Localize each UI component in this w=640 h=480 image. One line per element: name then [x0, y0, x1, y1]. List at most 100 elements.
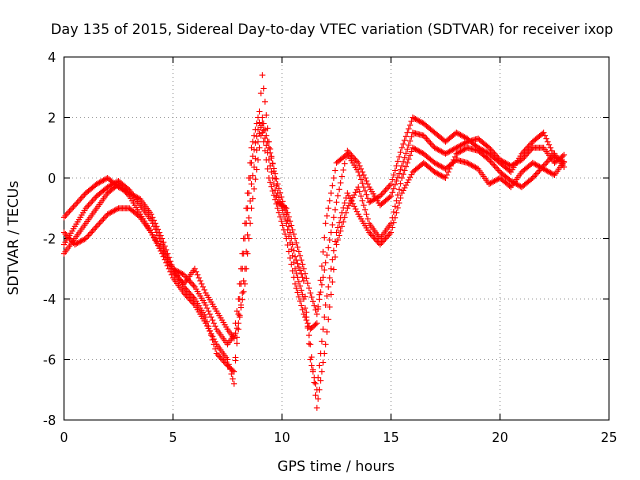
data-point [214, 351, 221, 358]
data-point [259, 72, 266, 79]
data-point [520, 149, 527, 156]
data-point [396, 153, 403, 160]
data-point [71, 202, 78, 209]
data-point [208, 314, 215, 321]
data-point [236, 296, 243, 302]
data-point [161, 248, 168, 255]
data-point [428, 141, 435, 148]
data-point [92, 194, 99, 201]
data-point [325, 244, 332, 251]
data-point [521, 153, 528, 160]
data-point [561, 164, 568, 171]
data-point [333, 229, 340, 236]
data-point [388, 229, 394, 236]
data-point [363, 191, 370, 198]
data-point [447, 162, 454, 169]
data-point [313, 311, 320, 318]
data-point [328, 229, 335, 236]
data-point [341, 160, 348, 167]
data-point [490, 149, 497, 156]
data-point [298, 257, 305, 264]
data-point [90, 196, 97, 203]
data-point [487, 158, 494, 165]
data-point [398, 144, 405, 151]
data-point [364, 181, 371, 188]
y-axis-label: SDTVAR / TECUs [6, 181, 22, 296]
data-point [236, 312, 243, 319]
data-point [253, 166, 260, 173]
data-point [379, 190, 386, 197]
data-point [462, 139, 469, 146]
data-point [528, 146, 535, 153]
data-point [321, 234, 328, 241]
data-point [269, 175, 276, 181]
data-point [295, 278, 302, 285]
data-point [356, 162, 363, 169]
data-point [340, 204, 347, 211]
data-point [229, 375, 236, 382]
data-point [402, 150, 409, 157]
data-point [397, 149, 404, 156]
data-point [295, 293, 302, 300]
data-point [358, 176, 365, 183]
data-point [272, 170, 279, 177]
data-point [337, 214, 344, 221]
data-point [397, 166, 404, 173]
data-point [377, 241, 384, 248]
data-point [100, 215, 107, 222]
data-point [273, 193, 280, 200]
data-point [426, 138, 433, 145]
data-point [125, 185, 132, 192]
data-point [359, 180, 366, 187]
data-point [318, 368, 325, 375]
data-point [526, 141, 533, 148]
data-point [278, 194, 285, 201]
data-point [232, 354, 239, 361]
data-point [337, 227, 344, 234]
data-point [229, 367, 236, 374]
data-point [279, 222, 286, 229]
data-point [402, 163, 409, 170]
data-point [167, 261, 174, 268]
data-point [233, 334, 240, 341]
data-point [330, 247, 337, 254]
data-point [307, 289, 314, 296]
data-point [149, 220, 156, 227]
data-point [312, 392, 319, 399]
data-point [398, 162, 405, 169]
data-point [548, 147, 555, 154]
data-point [251, 132, 258, 139]
data-point [257, 132, 264, 139]
data-point [306, 332, 313, 339]
data-point [155, 232, 162, 239]
data-point [322, 341, 329, 348]
data-point [332, 238, 339, 245]
data-point [338, 223, 345, 230]
data-point [84, 203, 91, 210]
data-point [332, 254, 339, 261]
data-point [213, 350, 220, 357]
data-point [247, 220, 254, 227]
data-point [315, 303, 322, 310]
data-point [360, 202, 367, 209]
data-point [231, 335, 238, 342]
data-point [388, 193, 394, 200]
data-point [396, 199, 403, 206]
data-point [257, 90, 264, 97]
data-point [326, 197, 333, 204]
data-point [85, 232, 92, 239]
data-point [67, 206, 74, 213]
data-point [506, 182, 513, 189]
data-point [294, 260, 301, 267]
data-point [304, 280, 311, 287]
data-point [407, 137, 414, 144]
data-point [297, 283, 304, 290]
data-point [405, 156, 412, 163]
data-point [156, 235, 163, 242]
data-point [195, 274, 202, 281]
data-point [386, 194, 393, 201]
data-point [328, 190, 335, 197]
data-point [386, 230, 393, 237]
data-point [385, 232, 392, 239]
data-point [204, 318, 211, 325]
